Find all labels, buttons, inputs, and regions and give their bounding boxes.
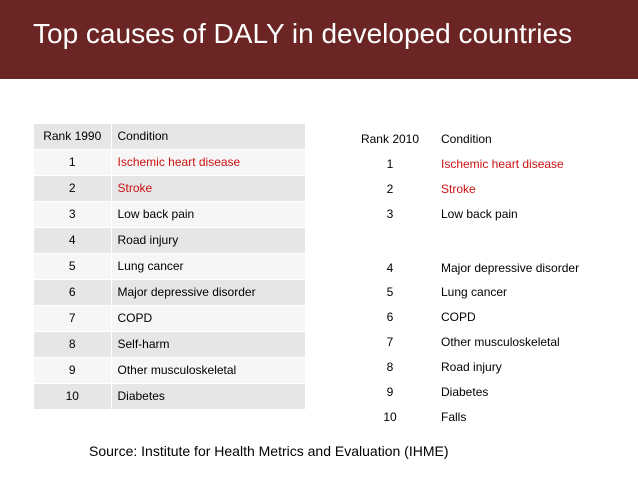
- table-row: 8 Self-harm: [34, 331, 305, 358]
- title-bar: Top causes of DALY in developed countrie…: [0, 0, 638, 79]
- rank-cell: 4: [345, 227, 435, 280]
- table-row: 3 Low back pain: [345, 202, 635, 227]
- condition-cell: Low back pain: [111, 201, 305, 228]
- table-row: 4 Road injury: [34, 227, 305, 254]
- rank-cell: 8: [345, 355, 435, 380]
- table-row: 9 Diabetes: [345, 380, 635, 405]
- table-row: 3 Low back pain: [34, 201, 305, 228]
- table-header-row: Rank 2010 Condition: [345, 127, 635, 152]
- rank-cell: 7: [34, 305, 112, 332]
- table-row: 10 Falls: [345, 405, 635, 430]
- rank-cell: 7: [345, 330, 435, 355]
- condition-cell: Other musculoskeletal: [111, 357, 305, 384]
- table-row: 2 Stroke: [345, 177, 635, 202]
- rank-cell: 9: [34, 357, 112, 384]
- condition-cell: Major depressive disorder: [435, 227, 635, 280]
- table-row: 6 Major depressive disorder: [34, 279, 305, 306]
- condition-cell: Diabetes: [111, 383, 305, 410]
- condition-header: Condition: [111, 124, 305, 150]
- table-header-row: Rank 1990 Condition: [34, 124, 305, 150]
- condition-cell: Falls: [435, 405, 635, 430]
- condition-header: Condition: [435, 127, 635, 152]
- table-row: 7 Other musculoskeletal: [345, 330, 635, 355]
- rank-cell: 2: [34, 175, 112, 202]
- rank-cell: 2: [345, 177, 435, 202]
- rank-header: Rank 1990: [34, 124, 112, 150]
- table-row: 9 Other musculoskeletal: [34, 357, 305, 384]
- rank-header: Rank 2010: [345, 127, 435, 152]
- rank-cell: 6: [34, 279, 112, 306]
- rank-cell: 5: [34, 253, 112, 280]
- rank-cell: 9: [345, 380, 435, 405]
- table-row: 10 Diabetes: [34, 383, 305, 410]
- table-row: 7 COPD: [34, 305, 305, 332]
- rank-cell: 5: [345, 280, 435, 305]
- condition-cell: Lung cancer: [111, 253, 305, 280]
- rank-cell: 1: [345, 152, 435, 177]
- table-row: 1 Ischemic heart disease: [34, 149, 305, 176]
- rank-cell: 3: [345, 202, 435, 227]
- table-row: 1 Ischemic heart disease: [345, 152, 635, 177]
- table-row: 8 Road injury: [345, 355, 635, 380]
- condition-cell: Self-harm: [111, 331, 305, 358]
- condition-cell: Road injury: [111, 227, 305, 254]
- condition-cell: Diabetes: [435, 380, 635, 405]
- condition-cell: Ischemic heart disease: [435, 152, 635, 177]
- condition-cell: Ischemic heart disease: [111, 149, 305, 176]
- condition-cell: COPD: [435, 305, 635, 330]
- rank-cell: 6: [345, 305, 435, 330]
- table-2010: Rank 2010 Condition 1 Ischemic heart dise…: [345, 127, 635, 430]
- rank-cell: 3: [34, 201, 112, 228]
- slide-title: Top causes of DALY in developed countrie…: [33, 18, 573, 49]
- table-row: 2 Stroke: [34, 175, 305, 202]
- condition-cell: Stroke: [435, 177, 635, 202]
- source-citation: Source: Institute for Health Metrics and…: [89, 443, 449, 459]
- table-1990: Rank 1990 Condition 1 Ischemic heart dise…: [34, 124, 305, 410]
- condition-cell: Road injury: [435, 355, 635, 380]
- condition-cell: Other musculoskeletal: [435, 330, 635, 355]
- condition-cell: Low back pain: [435, 202, 635, 227]
- rank-cell: 10: [345, 405, 435, 430]
- condition-cell: Stroke: [111, 175, 305, 202]
- condition-cell: COPD: [111, 305, 305, 332]
- table-row: 5 Lung cancer: [345, 280, 635, 305]
- rank-cell: 1: [34, 149, 112, 176]
- table-row: 4 Major depressive disorder: [345, 227, 635, 280]
- table-row: 6 COPD: [345, 305, 635, 330]
- rank-cell: 10: [34, 383, 112, 410]
- condition-cell: Lung cancer: [435, 280, 635, 305]
- condition-cell: Major depressive disorder: [111, 279, 305, 306]
- rank-cell: 8: [34, 331, 112, 358]
- table-row: 5 Lung cancer: [34, 253, 305, 280]
- rank-cell: 4: [34, 227, 112, 254]
